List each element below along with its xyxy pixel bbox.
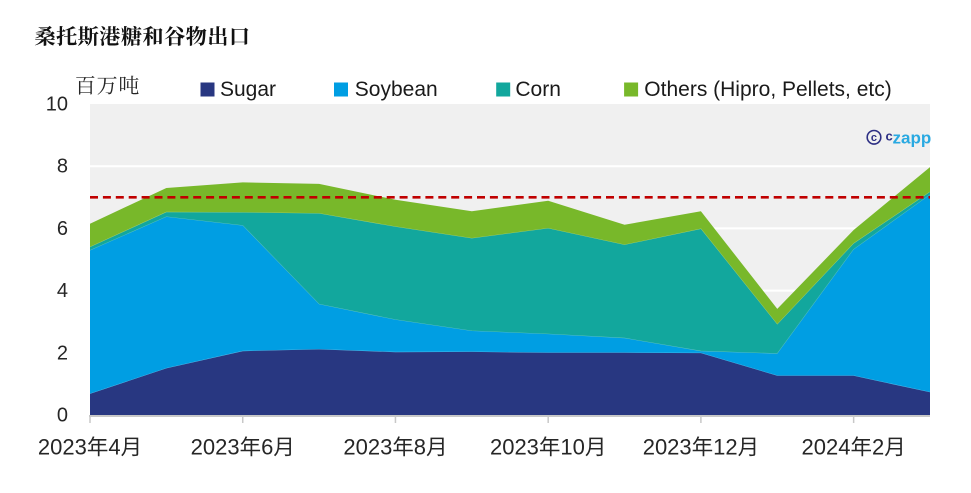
svg-text:Soybean: Soybean <box>355 78 438 101</box>
svg-text:Others (Hipro, Pellets, etc): Others (Hipro, Pellets, etc) <box>644 78 891 101</box>
svg-text:c: c <box>886 129 893 144</box>
svg-text:8: 8 <box>57 156 68 178</box>
svg-text:6: 6 <box>57 218 68 240</box>
svg-text:12: 12 <box>713 435 737 460</box>
svg-text:2023: 2023 <box>643 435 692 460</box>
svg-text:2023: 2023 <box>343 435 392 460</box>
svg-text:2: 2 <box>872 435 884 460</box>
svg-text:zapp: zapp <box>893 129 932 148</box>
svg-text:Sugar: Sugar <box>220 78 276 101</box>
svg-text:4: 4 <box>57 280 68 302</box>
svg-text:c: c <box>871 132 877 144</box>
svg-text:Corn: Corn <box>515 78 561 101</box>
svg-text:2023: 2023 <box>490 435 539 460</box>
svg-text:4: 4 <box>108 435 120 460</box>
svg-text:0: 0 <box>57 405 68 427</box>
svg-text:2024: 2024 <box>802 435 851 460</box>
svg-text:10: 10 <box>46 94 68 116</box>
svg-text:2: 2 <box>57 342 68 364</box>
svg-text:2023: 2023 <box>38 435 87 460</box>
svg-text:2023: 2023 <box>191 435 240 460</box>
svg-text:8: 8 <box>414 435 426 460</box>
svg-text:10: 10 <box>560 435 584 460</box>
svg-text:6: 6 <box>261 435 273 460</box>
